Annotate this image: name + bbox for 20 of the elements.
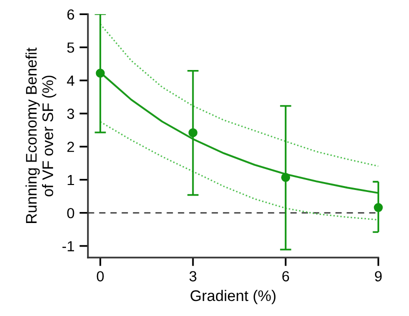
- point: [281, 172, 290, 182]
- y-tick-label: 4: [66, 76, 74, 86]
- y-tick-label: 6: [67, 9, 74, 20]
- y-tick-label: -1: [62, 241, 74, 252]
- line-series: [100, 121, 378, 220]
- y-tick-label: 5: [67, 42, 74, 53]
- y-tick-label: 2: [67, 142, 74, 152]
- x-tick-label: 3: [189, 271, 196, 282]
- x-axis-title: Gradient (%): [190, 290, 276, 304]
- x-tick-label: 9: [374, 271, 382, 282]
- x-tick-label: 0: [96, 271, 104, 282]
- line-series: [100, 23, 378, 167]
- point: [188, 128, 198, 138]
- y-tick-label: 3: [67, 108, 74, 119]
- y-tick-label: 0: [67, 208, 74, 218]
- point: [374, 203, 383, 212]
- y-axis-title: Running Economy Benefit of VF over SF (%): [26, 48, 56, 223]
- point: [96, 68, 105, 78]
- x-tick-label: 6: [282, 271, 290, 282]
- y-tick-label: 1: [68, 174, 74, 186]
